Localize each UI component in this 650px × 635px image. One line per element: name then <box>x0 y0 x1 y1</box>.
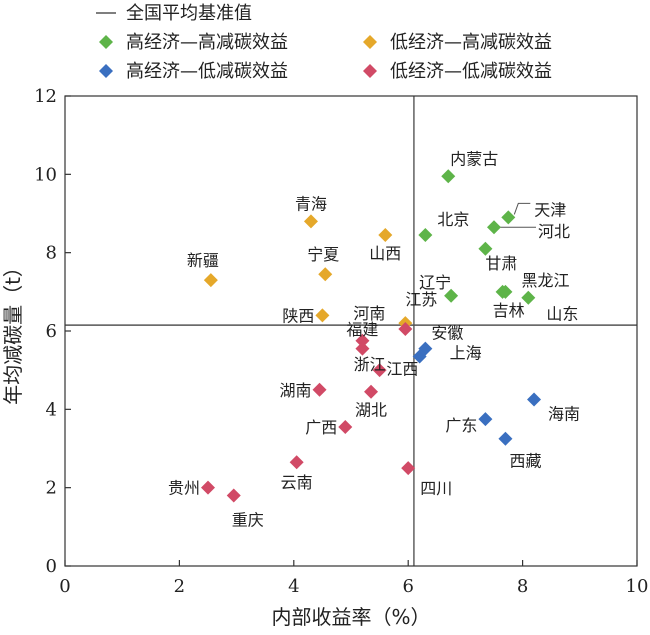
y-tick-label: 10 <box>34 164 57 185</box>
point-label: 福建 <box>346 320 378 339</box>
data-point <box>226 488 241 503</box>
data-point <box>527 392 542 407</box>
data-point <box>418 228 433 243</box>
point-label: 广东 <box>445 416 477 435</box>
point-label: 贵州 <box>168 479 200 498</box>
point-label: 海南 <box>548 405 580 424</box>
point-label: 湖南 <box>280 381 312 400</box>
point-label: 内蒙古 <box>450 149 498 168</box>
y-tick-label: 8 <box>46 243 57 264</box>
point-label: 宁夏 <box>307 245 339 264</box>
data-point <box>412 349 427 364</box>
x-tick-label: 0 <box>59 576 70 597</box>
x-tick-label: 10 <box>626 576 649 597</box>
data-point <box>478 241 493 256</box>
x-tick-label: 8 <box>517 576 528 597</box>
data-point <box>501 210 516 225</box>
point-label: 河南 <box>353 304 385 323</box>
point-label: 北京 <box>437 210 469 229</box>
data-point <box>318 267 333 282</box>
point-label: 河北 <box>538 222 570 241</box>
data-point <box>355 333 370 348</box>
x-axis-title: 内部收益率（%） <box>271 605 430 629</box>
data-point <box>201 480 215 495</box>
point-label: 黑龙江 <box>521 271 569 290</box>
data-point <box>444 288 459 303</box>
point-label: 重庆 <box>232 511 264 530</box>
point-label: 安徽 <box>431 324 463 343</box>
data-point <box>312 382 327 397</box>
data-point <box>289 455 304 470</box>
data-point <box>355 341 370 356</box>
x-tick-label: 6 <box>402 576 413 597</box>
data-point <box>303 214 318 229</box>
point-label: 辽宁 <box>419 273 451 292</box>
data-point <box>401 461 416 476</box>
point-label: 上海 <box>450 343 482 362</box>
y-tick-label: 0 <box>46 556 57 577</box>
point-label: 四川 <box>420 479 452 498</box>
data-point <box>441 169 456 184</box>
x-tick-label: 2 <box>174 576 185 597</box>
data-point <box>487 220 501 235</box>
y-axis-title: 年均减碳量（t） <box>1 257 25 405</box>
legend-label: 高经济—低减碳效益 <box>126 61 288 82</box>
data-point <box>315 308 330 323</box>
data-point <box>498 431 513 446</box>
x-tick-label: 4 <box>288 576 299 597</box>
y-tick-label: 4 <box>46 399 57 420</box>
point-label: 吉林 <box>493 301 525 320</box>
point-label: 湖北 <box>355 401 387 420</box>
point-label: 天津 <box>534 200 566 219</box>
point-label: 山西 <box>369 244 401 263</box>
point-label: 广西 <box>305 418 337 437</box>
legend-label: 全国平均基准值 <box>126 3 252 24</box>
data-point <box>495 284 510 299</box>
point-label: 甘肃 <box>485 254 517 273</box>
data-point <box>372 363 387 378</box>
legend-label: 高经济—高减碳效益 <box>126 32 288 53</box>
point-label: 青海 <box>295 194 327 213</box>
point-label: 江西 <box>386 360 418 379</box>
data-point <box>378 228 393 243</box>
axes: 0 2 4 6 8 10 0 2 4 6 8 10 12 内部收益率（%） 年均减碳量（t） <box>1 86 648 629</box>
data-point <box>364 384 379 399</box>
data-point <box>203 273 218 288</box>
data-point <box>398 322 413 337</box>
legend-label: 低经济—高减碳效益 <box>390 32 552 53</box>
point-label: 山东 <box>546 305 578 324</box>
point-label: 江苏 <box>405 290 437 309</box>
legend-marker <box>363 64 377 78</box>
leader-line <box>513 202 531 215</box>
data-point <box>338 419 353 434</box>
legend-marker <box>363 35 377 49</box>
y-tick-label: 12 <box>34 86 57 107</box>
point-label: 西藏 <box>509 452 541 471</box>
legend-marker <box>99 35 113 49</box>
legend-label: 低经济—低减碳效益 <box>390 61 552 82</box>
data-point <box>478 412 493 427</box>
legend-marker <box>99 64 113 78</box>
point-label: 浙江 <box>354 355 386 374</box>
y-tick-label: 2 <box>46 478 57 499</box>
data-point <box>521 290 536 305</box>
point-label: 新疆 <box>187 251 219 270</box>
y-tick-label: 6 <box>46 321 57 342</box>
point-label: 陕西 <box>282 306 314 325</box>
point-label: 云南 <box>281 473 313 492</box>
